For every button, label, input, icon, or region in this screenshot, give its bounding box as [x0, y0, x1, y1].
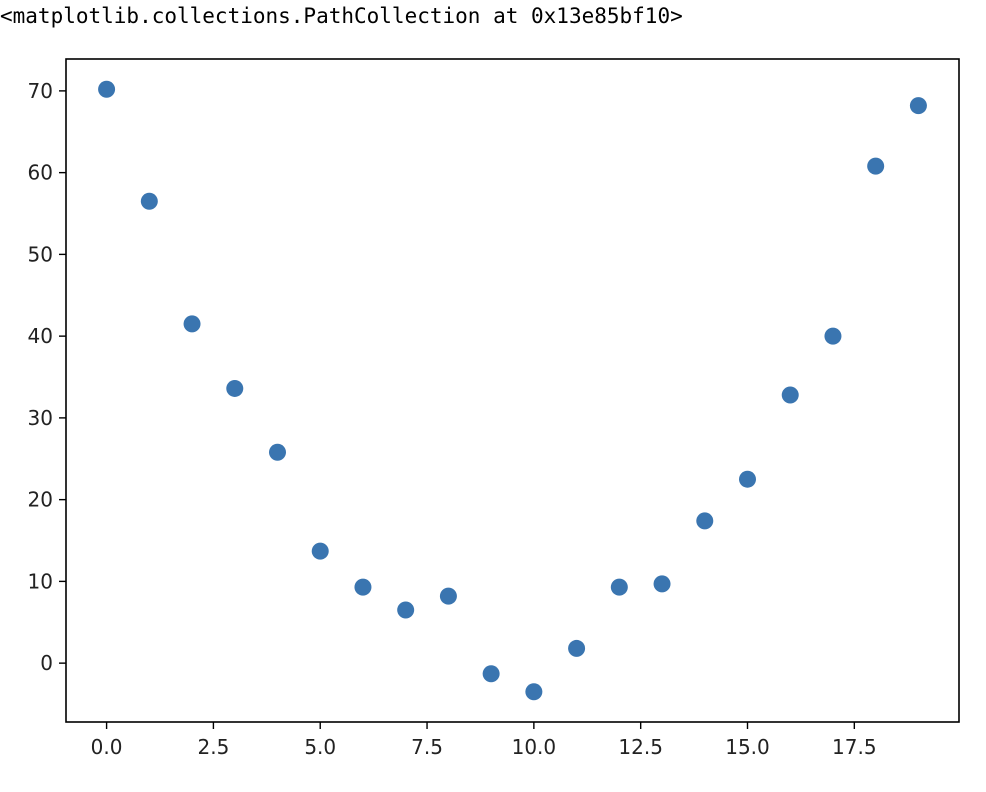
data-points [98, 80, 927, 701]
data-point [739, 470, 756, 488]
x-tick-label: 15.0 [725, 735, 770, 759]
y-tick-label: 0 [40, 651, 53, 675]
y-tick-label: 70 [28, 79, 53, 103]
data-point [610, 578, 628, 596]
cell-output-repr: <matplotlib.collections.PathCollection a… [0, 4, 683, 28]
data-point [397, 601, 415, 619]
data-point [439, 587, 457, 605]
data-point [140, 192, 158, 210]
data-point [824, 327, 842, 345]
y-tick-label: 60 [28, 161, 53, 185]
y-tick-label: 40 [28, 324, 53, 348]
y-tick-label: 30 [28, 406, 53, 430]
data-point [781, 386, 799, 404]
y-tick-label: 10 [28, 569, 53, 593]
x-tick-label: 12.5 [618, 735, 663, 759]
data-point [98, 80, 116, 98]
data-point [354, 578, 372, 596]
x-tick-label: 5.0 [304, 735, 336, 759]
x-tick-label: 10.0 [512, 735, 557, 759]
y-tick-label: 20 [28, 488, 53, 512]
data-point [696, 512, 714, 530]
data-point [226, 379, 244, 397]
tick-group: 0.0 2.5 5.0 7.5 10.0 12.5 15.0 17.5 0 10 20 30 40 50 6… [28, 79, 877, 759]
data-point [525, 683, 543, 701]
data-point [269, 443, 286, 461]
y-tick-label: 50 [28, 242, 53, 266]
data-point [909, 97, 927, 115]
data-point [568, 639, 586, 657]
data-point [183, 315, 201, 333]
x-tick-label: 7.5 [411, 735, 443, 759]
data-point [653, 575, 671, 593]
data-point [311, 542, 329, 560]
data-point [867, 157, 885, 175]
x-tick-label: 0.0 [91, 735, 123, 759]
axes-frame [65, 58, 960, 723]
data-point [482, 665, 500, 683]
x-tick-label: 2.5 [198, 735, 230, 759]
x-tick-label: 17.5 [832, 735, 877, 759]
